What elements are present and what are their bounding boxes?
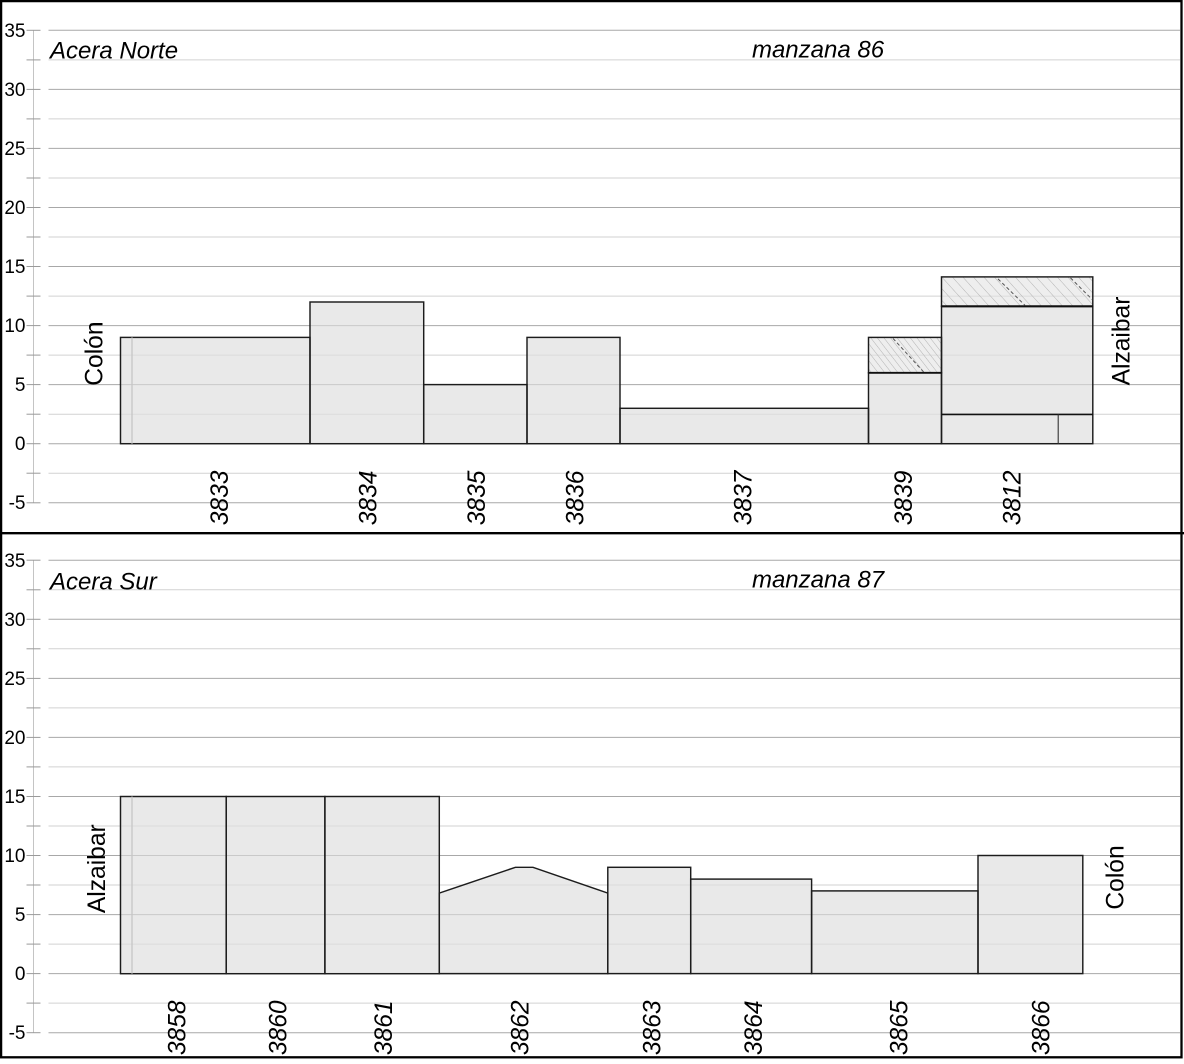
svg-text:15: 15	[4, 257, 25, 278]
svg-text:5: 5	[15, 375, 26, 396]
svg-text:3812: 3812	[999, 470, 1026, 525]
svg-text:3860: 3860	[265, 1000, 292, 1055]
svg-text:3836: 3836	[562, 470, 589, 525]
svg-text:10: 10	[4, 316, 25, 337]
svg-text:-5: -5	[9, 1023, 26, 1044]
svg-text:-5: -5	[9, 493, 26, 514]
svg-text:Alzaibar: Alzaibar	[84, 824, 111, 913]
svg-text:35: 35	[4, 551, 25, 572]
svg-text:3837: 3837	[730, 469, 757, 525]
svg-text:10: 10	[4, 846, 25, 867]
svg-text:3858: 3858	[164, 1000, 191, 1055]
svg-text:3866: 3866	[1029, 1000, 1056, 1055]
svg-text:30: 30	[4, 80, 25, 101]
svg-text:3863: 3863	[640, 1000, 667, 1055]
svg-text:Alzaibar: Alzaibar	[1109, 297, 1136, 386]
svg-text:30: 30	[4, 610, 25, 631]
svg-text:0: 0	[15, 964, 26, 985]
svg-text:5: 5	[15, 905, 26, 926]
svg-text:0: 0	[15, 434, 26, 455]
svg-text:Colón: Colón	[82, 321, 109, 385]
svg-text:3862: 3862	[508, 1000, 535, 1055]
svg-text:3865: 3865	[887, 1000, 914, 1055]
svg-text:15: 15	[4, 787, 25, 808]
svg-text:25: 25	[4, 669, 25, 690]
svg-text:3861: 3861	[371, 1000, 398, 1055]
svg-text:25: 25	[4, 139, 25, 160]
svg-text:20: 20	[4, 198, 25, 219]
svg-text:35: 35	[4, 21, 25, 42]
svg-text:Acera Sur: Acera Sur	[48, 569, 158, 596]
svg-text:3839: 3839	[891, 470, 918, 525]
svg-text:manzana 86: manzana 86	[752, 37, 885, 64]
svg-text:3834: 3834	[355, 471, 382, 526]
svg-text:3864: 3864	[741, 1000, 768, 1055]
svg-text:manzana 87: manzana 87	[752, 567, 886, 594]
svg-text:3833: 3833	[207, 470, 234, 525]
svg-text:3835: 3835	[464, 470, 491, 525]
svg-text:20: 20	[4, 728, 25, 749]
svg-text:Acera Norte: Acera Norte	[48, 38, 178, 65]
svg-text:Colón: Colón	[1103, 845, 1130, 909]
